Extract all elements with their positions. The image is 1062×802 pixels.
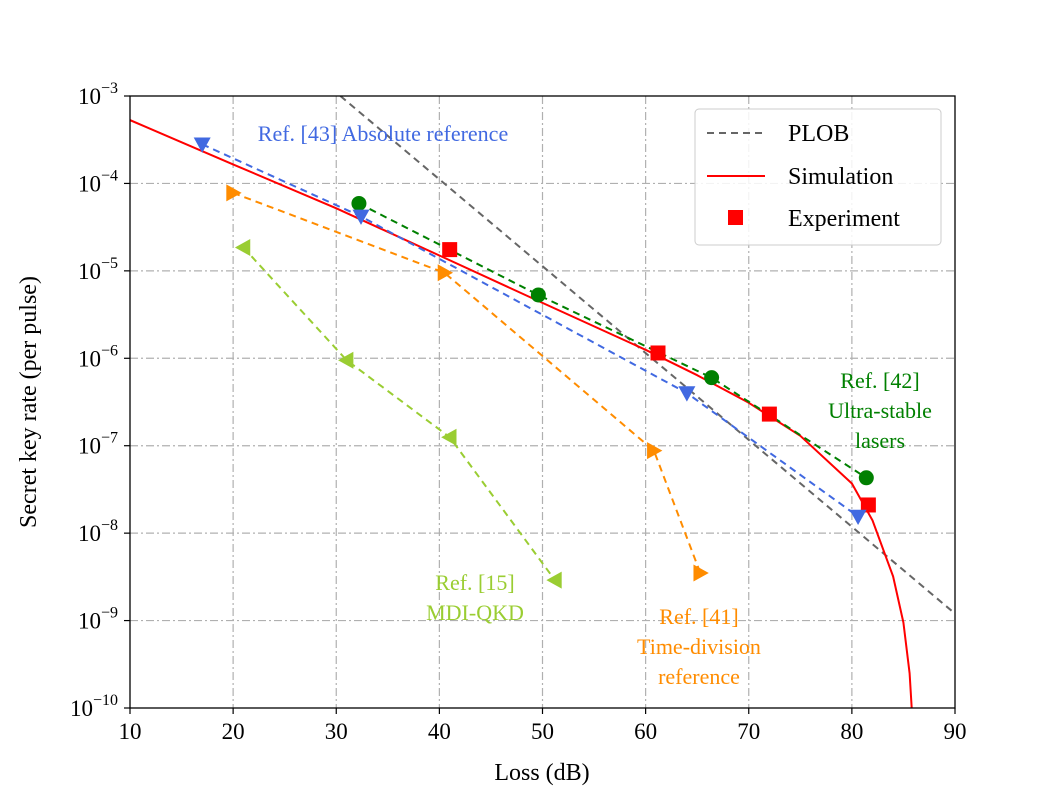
y-tick-label: 10−10 [70,692,118,721]
annotation-ref41-line1: Ref. [41] [659,604,738,629]
series-ref-15-point [441,428,457,446]
series-ref-15-point [546,571,562,589]
series-ref-43-point [849,509,867,526]
plot-series [130,96,955,708]
x-tick-label: 80 [840,719,863,744]
legend: PLOB Simulation Experiment [694,108,942,246]
annotation-ref43: Ref. [43] Absolute reference [258,121,508,146]
y-axis-ticks: 10−3 10−4 10−5 10−6 10−7 10−8 10−9 10−10 [70,80,130,721]
y-axis-label: Secret key rate (per pulse) [16,276,42,528]
annotation-ref42-line2: Ultra-stable [828,398,932,423]
series-ref-41-line [232,191,702,574]
annotation-ref41: Ref. [41] Time-division reference [637,604,761,689]
series-experiment-point [442,242,458,258]
y-tick-label: 10−6 [78,342,118,371]
x-tick-label: 20 [222,719,245,744]
series-ref-41-point [437,264,454,282]
annotation-ref42: Ref. [42] Ultra-stable lasers [828,368,932,453]
series-ref-42-point [858,470,874,486]
y-tick-label: 10−9 [78,605,118,634]
annotation-ref41-line2: Time-division [637,634,761,659]
series-ref-43-line [201,143,859,518]
series-experiment-point [860,497,876,513]
series-ref-43-point [678,386,696,402]
y-tick-label: 10−3 [78,80,118,109]
series-experiment-point [761,406,777,422]
x-tick-label: 10 [119,719,142,744]
x-tick-label: 90 [944,719,967,744]
legend-simulation-label: Simulation [788,164,893,190]
annotation-ref43-line1: Ref. [43] Absolute reference [258,121,508,146]
annotation-ref15: Ref. [15] MDI-QKD [426,570,524,625]
series-ref-42-point [530,287,546,303]
series-ref-15-line [242,246,556,581]
x-tick-label: 60 [634,719,657,744]
y-tick-label: 10−4 [78,167,118,196]
plot-frame [129,95,956,709]
series-ref-15-point [234,238,251,256]
legend-box [694,108,942,246]
annotation-ref15-line1: Ref. [15] [435,570,514,595]
series-ref-41-point [693,564,709,582]
series-ref-15-point [338,351,354,369]
series-ref-41-point [647,442,663,460]
y-tick-label: 10−5 [78,255,118,284]
x-tick-label: 40 [428,719,451,744]
grid [130,96,955,708]
series-ref-43-point [193,137,211,153]
series-experiment-point [650,345,666,361]
series-ref-42-point [704,370,720,386]
x-tick-label: 30 [325,719,348,744]
y-tick-label: 10−7 [78,430,118,459]
annotation-ref42-line3: lasers [855,428,905,453]
series-ref-42-point [351,195,367,211]
annotation-ref15-line2: MDI-QKD [426,600,524,625]
series-plob-line [339,96,955,615]
y-tick-label: 10−8 [78,517,118,546]
x-tick-label: 50 [531,719,554,744]
legend-plob-label: PLOB [788,121,849,147]
series-ref-43-point [352,209,370,225]
annotation-ref41-line3: reference [658,664,740,689]
x-axis-label: Loss (dB) [494,760,589,786]
x-axis-ticks: 10 20 30 40 50 60 70 80 90 [119,708,967,744]
legend-experiment-marker [728,210,743,225]
annotation-ref42-line1: Ref. [42] [840,368,919,393]
legend-experiment-label: Experiment [788,206,900,232]
x-tick-label: 70 [737,719,760,744]
series-ref-41-point [226,184,242,202]
